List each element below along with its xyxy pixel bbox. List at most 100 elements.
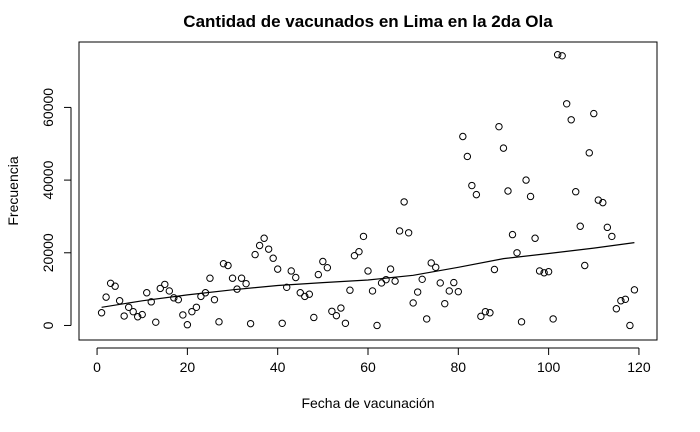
data-point xyxy=(522,176,530,184)
data-point xyxy=(423,315,431,323)
data-point xyxy=(237,274,246,282)
data-point xyxy=(499,144,508,152)
data-point xyxy=(332,311,341,320)
data-point xyxy=(183,321,192,329)
y-tick-label: 40000 xyxy=(40,160,56,199)
data-point xyxy=(242,279,250,288)
data-point xyxy=(156,284,164,293)
data-point xyxy=(292,273,300,282)
data-point xyxy=(572,188,580,196)
data-point xyxy=(368,287,377,295)
data-point xyxy=(219,259,228,268)
data-point xyxy=(490,265,499,274)
x-tick-label: 100 xyxy=(537,359,561,375)
data-point xyxy=(612,305,621,313)
data-point xyxy=(472,190,481,199)
data-point xyxy=(382,275,390,284)
data-point xyxy=(504,187,512,195)
data-point xyxy=(102,293,110,301)
data-point xyxy=(495,122,503,131)
data-point xyxy=(468,181,476,190)
data-point xyxy=(97,309,106,317)
data-point xyxy=(463,152,472,161)
data-point xyxy=(626,321,634,330)
data-point xyxy=(517,318,526,326)
data-point xyxy=(391,277,399,285)
data-point xyxy=(413,288,422,296)
data-point xyxy=(567,116,575,124)
data-point xyxy=(273,265,282,273)
data-point xyxy=(120,312,128,320)
data-point xyxy=(450,278,458,287)
data-point xyxy=(161,280,169,289)
data-point xyxy=(409,299,417,307)
data-point xyxy=(310,313,318,322)
y-axis: 0 20000 40000 60000 xyxy=(40,88,72,329)
data-point xyxy=(621,295,630,303)
data-point xyxy=(553,51,562,59)
data-point xyxy=(147,298,155,306)
plot-box xyxy=(78,41,658,341)
data-point xyxy=(540,269,548,277)
data-point xyxy=(179,311,187,319)
x-tick-label: 60 xyxy=(360,359,376,375)
data-point xyxy=(436,279,444,287)
x-axis: 0 20 40 60 80 100 120 xyxy=(93,347,651,375)
data-point xyxy=(188,307,196,316)
data-point xyxy=(630,286,639,294)
data-point xyxy=(599,198,607,207)
data-point xyxy=(129,307,137,316)
data-point xyxy=(192,303,201,311)
data-point xyxy=(355,247,363,256)
data-point xyxy=(138,310,146,319)
x-tick-label: 80 xyxy=(451,359,467,375)
chart-title: Cantidad de vacunados en Lima en la 2da … xyxy=(183,12,553,31)
data-point xyxy=(314,270,323,279)
data-point xyxy=(445,287,453,295)
data-point xyxy=(373,321,381,330)
data-point xyxy=(486,309,494,317)
y-tick-label: 0 xyxy=(40,321,56,329)
data-point xyxy=(134,313,142,321)
data-points xyxy=(97,51,639,330)
data-point xyxy=(260,234,268,242)
y-tick-label: 60000 xyxy=(40,88,56,127)
data-point xyxy=(283,283,291,292)
data-point xyxy=(224,261,232,270)
data-point xyxy=(251,250,259,259)
data-point xyxy=(531,234,539,242)
data-point xyxy=(544,267,553,276)
data-point xyxy=(287,267,295,275)
data-point xyxy=(477,312,485,321)
data-point xyxy=(296,289,304,297)
data-point xyxy=(562,100,571,108)
data-point xyxy=(581,261,589,270)
data-point xyxy=(576,222,584,230)
data-point xyxy=(143,289,151,297)
x-tick-label: 20 xyxy=(180,359,196,375)
data-point xyxy=(165,287,174,295)
y-axis-label: Frecuencia xyxy=(5,156,21,225)
data-point xyxy=(617,297,625,305)
trend-line xyxy=(101,242,635,308)
data-point xyxy=(210,295,219,304)
data-point xyxy=(432,263,440,272)
x-axis-label: Fecha de vacunación xyxy=(301,395,434,411)
data-point xyxy=(124,303,133,311)
data-point xyxy=(481,307,490,316)
x-tick-label: 0 xyxy=(93,359,101,375)
data-point xyxy=(608,232,616,241)
data-point xyxy=(526,192,535,201)
data-point xyxy=(111,282,119,290)
data-point xyxy=(585,149,593,157)
data-point xyxy=(427,259,435,267)
data-point xyxy=(508,230,517,239)
data-point xyxy=(513,249,521,257)
data-point xyxy=(255,241,264,250)
data-point xyxy=(350,251,359,260)
data-point xyxy=(228,274,237,282)
data-point xyxy=(278,319,286,327)
data-point xyxy=(590,109,598,118)
data-point xyxy=(246,319,255,328)
